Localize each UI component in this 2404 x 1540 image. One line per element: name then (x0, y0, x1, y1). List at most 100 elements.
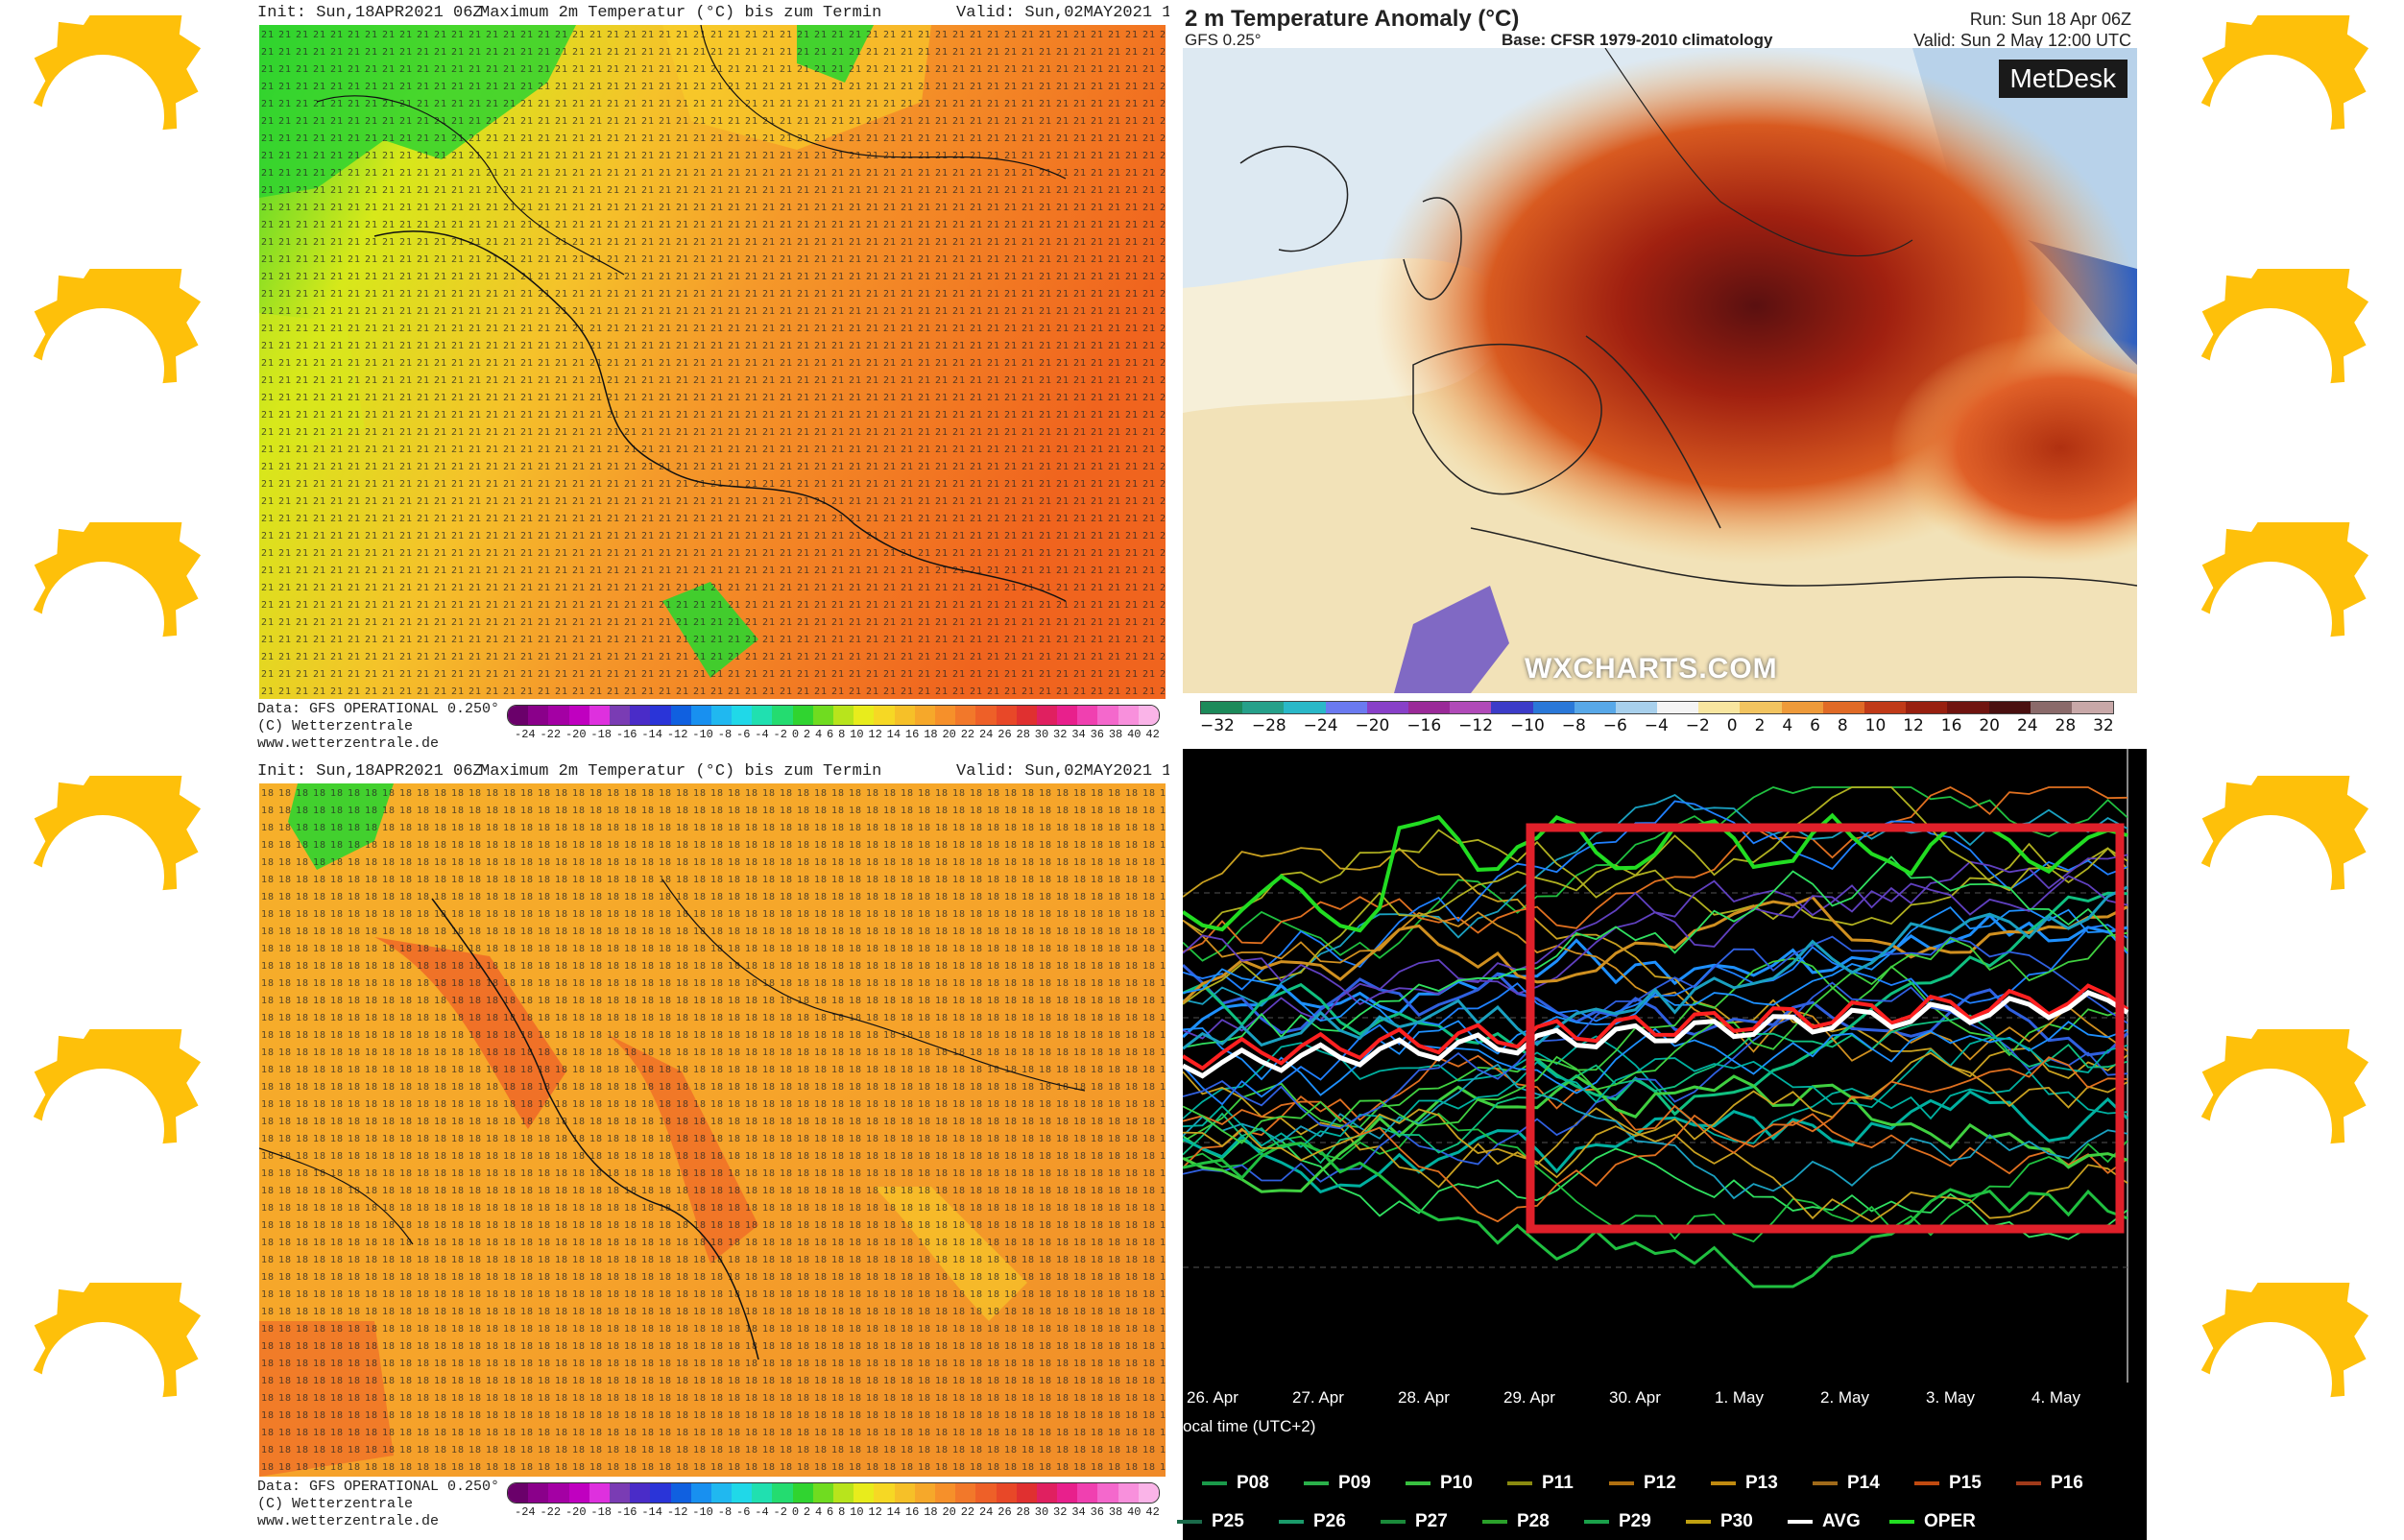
scale-label: 2 (1754, 716, 1766, 735)
scale-label: −6 (1602, 716, 1627, 735)
legend-label: P15 (1949, 1473, 1982, 1493)
temperature-field: 2 1 (259, 25, 1166, 699)
ensemble-member-line (1183, 963, 2129, 1057)
legend-item: P25 (1177, 1511, 1244, 1532)
scale-label: 38 (1108, 728, 1123, 741)
scale-label: 24 (978, 728, 994, 741)
ensemble-member-line (1183, 968, 2128, 1095)
legend-label: P10 (1440, 1473, 1473, 1493)
scale-label: 36 (1090, 728, 1104, 741)
avg-line (1183, 990, 2129, 1079)
x-tick-label: 1. May (1715, 1388, 1765, 1407)
scale-label: −16 (1406, 716, 1442, 735)
map-init: Init: Sun,18APR2021 06Z (257, 762, 483, 781)
ensemble-member-line (1183, 1054, 2128, 1175)
scale-label: 20 (942, 728, 956, 741)
sun-icon (2200, 776, 2369, 938)
scale-label: 4 (814, 1505, 823, 1519)
scale-label: 24 (2016, 716, 2038, 735)
scale-label: -16 (615, 1505, 637, 1519)
map-footer: Data: GFS OPERATIONAL 0.250° (C) Wetterz… (255, 1477, 1169, 1536)
anomaly-title: 2 m Temperature Anomaly (°C) (1185, 6, 1520, 32)
legend-item: AVG (1788, 1511, 1861, 1532)
ensemble-member-line (1183, 1071, 2128, 1223)
scale-label: -4 (755, 1505, 769, 1519)
x-tick-label: 2. May (1820, 1388, 1870, 1407)
scale-label: 14 (886, 1505, 902, 1519)
scale-label: -24 (515, 728, 536, 741)
sun-icon (33, 1283, 202, 1445)
scale-label: -4 (755, 728, 769, 741)
legend-label: P08 (1237, 1473, 1269, 1493)
legend-label: P27 (1415, 1511, 1448, 1531)
scale-label: -10 (692, 728, 713, 741)
map-init: Init: Sun,18APR2021 06Z (257, 4, 483, 22)
scale-label: −32 (1200, 716, 1235, 735)
ensemble-member-line (1183, 957, 2128, 1143)
legend-label: P09 (1338, 1473, 1371, 1493)
legend-swatch (1202, 1481, 1227, 1485)
scale-label: −2 (1685, 716, 1710, 735)
footer-data: Data: GFS OPERATIONAL 0.250° (257, 701, 500, 717)
legend-item: P11 (1507, 1473, 1574, 1494)
map-valid: Valid: Sun,02MAY2021 18Z (956, 762, 1169, 781)
ensemble-member-line (1183, 786, 2128, 953)
ensemble-member-line (1183, 1073, 2128, 1193)
scale-label: 0 (1726, 716, 1738, 735)
scale-label: 10 (1864, 716, 1887, 735)
footer-copyright: (C) Wetterzentrale (257, 718, 414, 734)
ensemble-member-line (1183, 1090, 2129, 1194)
legend-swatch (1177, 1520, 1202, 1524)
legend-swatch (1304, 1481, 1329, 1485)
map-header: Init: Sun,18APR2021 06Z Maximum 2m Tempe… (255, 0, 1169, 25)
color-scale (507, 705, 1160, 726)
scale-label: 26 (998, 728, 1012, 741)
anomaly-field (1183, 48, 2137, 693)
scale-label: 28 (1016, 1505, 1030, 1519)
scale-label: 12 (868, 1505, 882, 1519)
ensemble-member-line (1183, 931, 2128, 1144)
scale-label: 0 (791, 1505, 800, 1519)
scale-label: −10 (1509, 716, 1545, 735)
scale-label: 6 (1810, 716, 1820, 735)
anomaly-model: GFS 0.25° (1185, 31, 1262, 49)
scale-label: 16 (1940, 716, 1962, 735)
legend-item: P12 (1609, 1473, 1676, 1494)
legend-item: P10 (1406, 1473, 1473, 1494)
legend-item: P09 (1304, 1473, 1371, 1494)
scale-label: −8 (1561, 716, 1586, 735)
ensemble-member-line (1183, 847, 2128, 1080)
scale-label: 40 (1127, 728, 1142, 741)
sun-icon (33, 1029, 202, 1191)
scale-label: 42 (1145, 728, 1160, 741)
ensemble-member-line (1183, 1142, 2128, 1288)
scale-label: 0 (791, 728, 800, 741)
legend-label: P12 (1644, 1473, 1676, 1493)
map-title: Maximum 2m Temperatur (°C) bis zum Termi… (480, 4, 882, 22)
ensemble-plot (1183, 749, 2129, 1383)
scale-label: −4 (1644, 716, 1669, 735)
anomaly-run: Run: Sun 18 Apr 06Z (1969, 10, 2131, 29)
legend-item: P15 (1914, 1473, 1982, 1494)
scale-label: -22 (540, 1505, 562, 1519)
legend-swatch (1686, 1520, 1711, 1524)
scale-label: 22 (960, 728, 975, 741)
red-line (1183, 983, 2129, 1071)
scale-label: 22 (960, 1505, 975, 1519)
legend-label: P28 (1517, 1511, 1550, 1531)
scale-label: 18 (924, 1505, 938, 1519)
scale-label: 2 (803, 728, 811, 741)
scale-label: 24 (978, 1505, 994, 1519)
ensemble-member-line (1183, 1036, 2128, 1148)
legend-item: P08 (1202, 1473, 1269, 1494)
legend-swatch (1381, 1520, 1406, 1524)
scale-label: -14 (641, 728, 662, 741)
ensemble-member-line (1183, 911, 2128, 1062)
scale-label: −28 (1251, 716, 1286, 735)
x-tick-label: 3. May (1926, 1388, 1976, 1407)
scale-label: 32 (1053, 1505, 1068, 1519)
footer-url: www.wetterzentrale.de (257, 735, 440, 752)
scale-label: 18 (924, 728, 938, 741)
legend-label: P11 (1542, 1473, 1574, 1493)
scale-label: −24 (1303, 716, 1338, 735)
